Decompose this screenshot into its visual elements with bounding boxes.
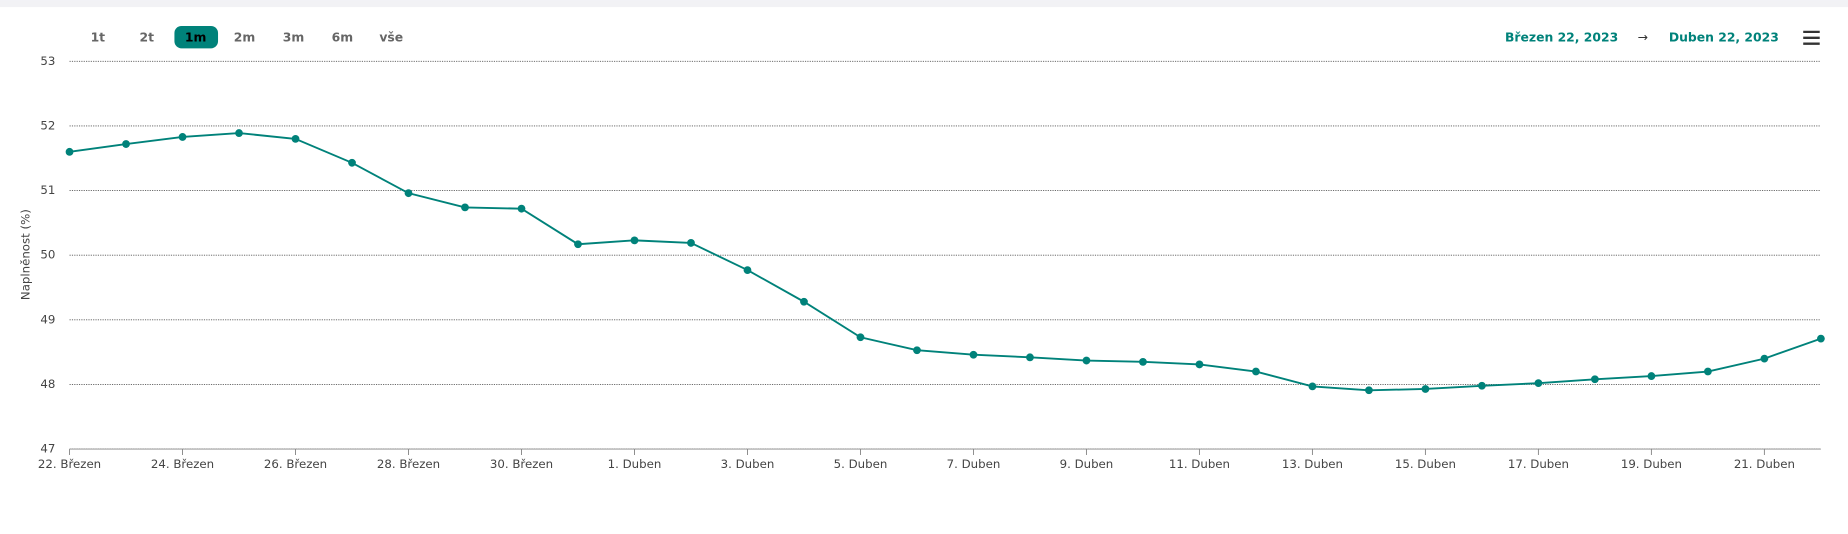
range-button[interactable]: 2t	[139, 30, 154, 44]
point	[348, 158, 356, 167]
x-tick-label: 30. Březen	[490, 457, 553, 471]
point	[574, 240, 582, 249]
point	[1365, 386, 1373, 395]
point	[630, 236, 639, 245]
point	[1139, 357, 1147, 366]
x-tick-label: 1. Duben	[608, 457, 662, 471]
date-to[interactable]: Duben 22, 2023	[1669, 30, 1779, 44]
point	[743, 266, 752, 274]
point	[969, 350, 978, 359]
range-button[interactable]: vše	[379, 30, 403, 44]
x-tick-label: 13. Duben	[1282, 457, 1343, 471]
x-tick-label: 9. Duben	[1060, 457, 1114, 471]
point	[1252, 367, 1260, 376]
point	[517, 204, 526, 213]
y-tick-label: 48	[40, 377, 55, 391]
line	[69, 132, 1822, 392]
date-arrow: →	[1638, 30, 1648, 44]
x-tick-label: 3. Duben	[721, 457, 775, 471]
point	[1308, 382, 1317, 391]
y-tick-label: 50	[40, 248, 55, 262]
point	[1421, 385, 1430, 393]
range-button[interactable]: 6m	[332, 30, 353, 44]
point	[122, 140, 130, 148]
point	[1478, 381, 1486, 390]
x-tick-label: 26. Březen	[264, 457, 327, 471]
selected-button-bg	[174, 25, 219, 49]
x-tick-label: 7. Duben	[947, 457, 1001, 471]
point	[404, 189, 413, 198]
point	[1760, 354, 1769, 363]
point	[1082, 356, 1091, 365]
point	[856, 333, 865, 342]
x-tick-label: 21. Duben	[1734, 457, 1795, 471]
point	[1704, 367, 1712, 376]
y-tick-label: 49	[40, 312, 55, 326]
point	[1817, 334, 1825, 343]
x-tick-label: 5. Duben	[834, 457, 888, 471]
point	[461, 203, 469, 212]
point	[687, 239, 695, 247]
point	[235, 129, 243, 137]
x-tick-label: 17. Duben	[1508, 457, 1569, 471]
point	[291, 135, 300, 143]
x-tick-label: 28. Březen	[377, 457, 440, 471]
point	[1026, 353, 1034, 362]
y-tick-label: 52	[40, 118, 55, 132]
point	[1647, 372, 1656, 380]
point	[65, 147, 74, 156]
range-button[interactable]: 1m	[185, 30, 206, 44]
y-tick-label: 47	[40, 442, 55, 456]
point	[1534, 379, 1543, 388]
date-from[interactable]: Březen 22, 2023	[1505, 30, 1618, 44]
point	[800, 297, 808, 306]
y-axis-title: Naplněnost (%)	[18, 209, 32, 300]
range-button[interactable]: 1t	[91, 30, 106, 44]
point	[1591, 375, 1599, 384]
top-strip	[0, 0, 1848, 8]
x-tick-label: 15. Duben	[1395, 457, 1456, 471]
range-selector: 1t 2t 1m 2m 3m 6m vše	[91, 25, 403, 49]
y-tick-label: 51	[40, 183, 55, 197]
point	[913, 346, 921, 355]
x-tick-label: 11. Duben	[1169, 457, 1230, 471]
x-tick-label: 19. Duben	[1621, 457, 1682, 471]
point	[1195, 360, 1204, 369]
menu-icon[interactable]	[1803, 30, 1820, 45]
range-button[interactable]: 3m	[283, 30, 304, 44]
point	[178, 133, 187, 141]
x-tick-label: 22. Březen	[38, 457, 101, 471]
range-button[interactable]: 2m	[234, 30, 255, 44]
x-tick-label: 24. Březen	[151, 457, 214, 471]
y-tick-label: 53	[40, 54, 55, 68]
